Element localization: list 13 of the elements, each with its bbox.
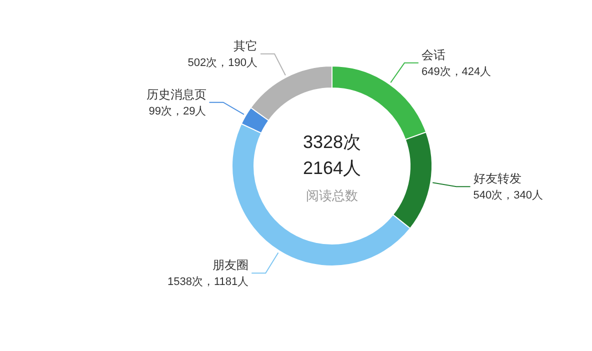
slice-label: 会话 (421, 48, 446, 62)
slice-label: 朋友圈 (212, 258, 249, 272)
text: 2164人 (302, 158, 362, 178)
slice-label: 好友转发 (473, 172, 522, 186)
text: 阅读总数 (306, 188, 358, 203)
data-label: 502次，190人 (188, 56, 258, 69)
data-label: 649次，424人 (421, 66, 492, 78)
slice-label: 历史消息页 (146, 87, 206, 102)
data-label: 540次，340人 (473, 190, 544, 202)
data-label: 99次，29人 (148, 105, 206, 118)
data-label: 1538次，1181人 (167, 276, 249, 288)
slice-label: 其它 (234, 38, 258, 53)
text: 3328次 (302, 132, 362, 152)
